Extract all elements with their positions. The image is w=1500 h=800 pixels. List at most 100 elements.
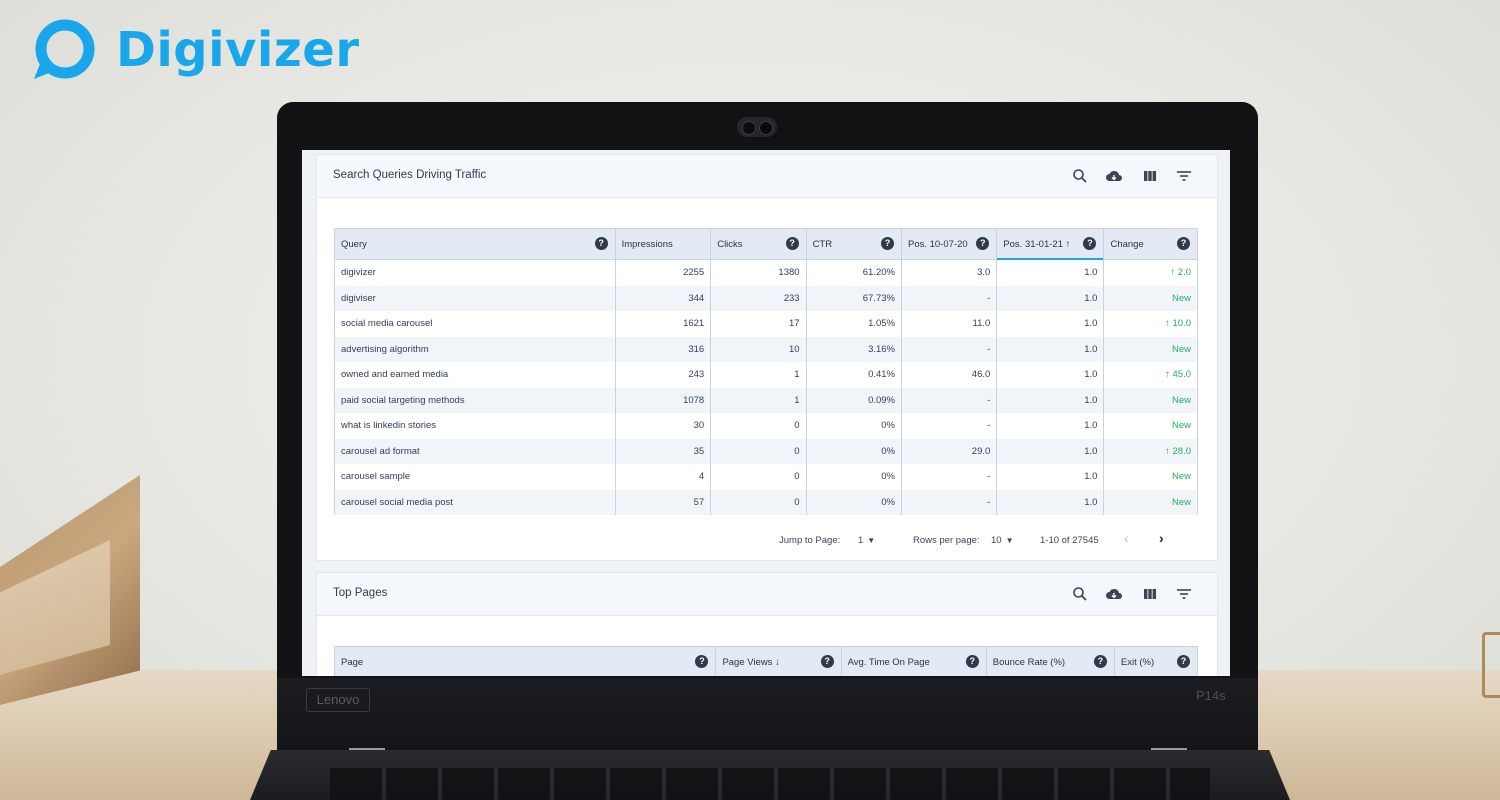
webcam-icon <box>737 117 777 137</box>
help-icon[interactable]: ? <box>1177 655 1190 668</box>
jump-page-select[interactable]: 1 ▼ <box>858 535 876 546</box>
laptop-screen: Search Queries Driving Traffic Query? Im… <box>302 150 1230 676</box>
cell-pos-current: 1.0 <box>996 438 1105 464</box>
help-icon[interactable]: ? <box>965 655 979 668</box>
cloud-download-icon[interactable] <box>1105 167 1123 185</box>
search-queries-card: Search Queries Driving Traffic Query? Im… <box>316 154 1218 561</box>
cell-pos-current: 1.0 <box>996 387 1105 413</box>
cell-change: New <box>1103 285 1198 311</box>
laptop-bottom-bezel <box>277 678 1258 750</box>
help-icon[interactable]: ? <box>1093 655 1107 668</box>
card-title: Search Queries Driving Traffic <box>333 169 487 181</box>
help-icon[interactable]: ? <box>1083 237 1097 250</box>
cell-pos-prev: 29.0 <box>900 438 998 464</box>
cell-impressions: 30 <box>614 413 712 439</box>
next-page-button[interactable]: › <box>1159 530 1164 546</box>
help-icon[interactable]: ? <box>695 655 709 668</box>
column-header-clicks[interactable]: Clicks? <box>710 228 807 260</box>
cell-pos-prev: - <box>900 464 998 490</box>
cell-ctr: 0% <box>805 464 903 490</box>
cell-ctr: 67.73% <box>805 285 903 311</box>
cell-pos-current: 1.0 <box>996 464 1105 490</box>
cell-ctr: 0.09% <box>805 387 903 413</box>
help-icon[interactable]: ? <box>1177 237 1190 250</box>
keyboard-keys <box>330 768 1210 800</box>
cell-clicks: 0 <box>710 413 807 439</box>
cell-ctr: 61.20% <box>805 259 903 286</box>
cell-clicks: 1380 <box>710 259 807 286</box>
cell-query: paid social targeting methods <box>334 387 616 413</box>
table-row: what is linkedin stories 30 0 0% -1.0 New <box>334 413 1198 439</box>
card-header: Top Pages <box>317 573 1217 616</box>
digivizer-logo: Digivizer <box>28 14 360 86</box>
table-row: carousel ad format 35 0 0% 29.0 1.0 ↑ 28.0 <box>334 438 1198 464</box>
cell-query: carousel social media post <box>334 489 616 515</box>
table-header-row: Page? Page Views ↓? Avg. Time On Page? B… <box>333 646 1199 676</box>
cell-impressions: 316 <box>614 336 712 362</box>
column-header-ctr[interactable]: CTR? <box>805 228 903 260</box>
photo-frame-edge <box>1482 632 1500 698</box>
cell-change: ↑ 28.0 <box>1103 438 1198 464</box>
cell-pos-current: 1.0 <box>996 413 1105 439</box>
column-header-page[interactable]: Page? <box>333 646 717 676</box>
column-header-pos-current[interactable]: Pos. 31-01-21 ↑? <box>996 228 1105 261</box>
cell-clicks: 0 <box>710 438 807 464</box>
caret-down-icon: ▼ <box>1005 536 1014 545</box>
filter-icon[interactable] <box>1175 585 1193 603</box>
help-icon[interactable]: ? <box>820 655 834 668</box>
cell-query: digiviser <box>334 285 616 311</box>
laptop-brand-label: Lenovo <box>306 688 370 712</box>
cell-pos-current: 1.0 <box>996 259 1105 286</box>
help-icon[interactable]: ? <box>881 237 894 250</box>
search-icon[interactable] <box>1071 167 1089 185</box>
table-row: owned and earned media 243 1 0.41% 46.0 1.0 ↑ … <box>334 362 1198 388</box>
top-pages-card: Top Pages Page? Page Views ↓? Avg. Time … <box>316 572 1218 676</box>
filter-icon[interactable] <box>1175 167 1193 185</box>
speech-bubble-icon <box>34 19 95 79</box>
column-header-change[interactable]: Change? <box>1103 228 1198 260</box>
cloud-download-icon[interactable] <box>1105 585 1123 603</box>
cell-pos-prev: - <box>900 387 998 413</box>
column-header-bounce-rate[interactable]: Bounce Rate (%)? <box>985 646 1115 676</box>
cell-impressions: 344 <box>614 285 712 311</box>
cell-pos-prev: - <box>900 336 998 362</box>
cell-pos-prev: - <box>900 489 998 515</box>
help-icon[interactable]: ? <box>594 237 608 250</box>
help-icon[interactable]: ? <box>785 237 799 250</box>
cell-impressions: 4 <box>614 464 712 490</box>
cell-pos-current: 1.0 <box>996 362 1105 388</box>
table-row: advertising algorithm 316 10 3.16% -1.0 New <box>334 336 1198 362</box>
prev-page-button[interactable]: ‹ <box>1124 530 1129 546</box>
cell-impressions: 243 <box>614 362 712 388</box>
logo-wordmark: Digivizer <box>116 22 360 78</box>
column-header-query[interactable]: Query? <box>334 228 616 260</box>
cell-query: carousel sample <box>334 464 616 490</box>
cell-ctr: 3.16% <box>805 336 903 362</box>
jump-label: Jump to Page: <box>779 535 841 546</box>
table-row: social media carousel 1621 17 1.05% 11.0 1.0 ↑… <box>334 311 1198 337</box>
cell-query: advertising algorithm <box>334 336 616 362</box>
column-header-avg-time[interactable]: Avg. Time On Page? <box>840 646 987 676</box>
column-header-impressions[interactable]: Impressions <box>614 228 712 260</box>
cell-change: New <box>1103 464 1198 490</box>
cell-pos-current: 1.0 <box>996 311 1105 337</box>
rows-per-page-select[interactable]: 10 ▼ <box>991 535 1014 546</box>
columns-icon[interactable] <box>1141 585 1159 603</box>
cell-change: New <box>1103 387 1198 413</box>
search-icon[interactable] <box>1071 585 1089 603</box>
table-row: carousel social media post 57 0 0% -1.0 New <box>334 489 1198 515</box>
column-header-exit[interactable]: Exit (%)? <box>1113 646 1199 676</box>
cell-impressions: 57 <box>614 489 712 515</box>
columns-icon[interactable] <box>1141 167 1159 185</box>
cell-pos-current: 1.0 <box>996 285 1105 311</box>
cell-query: owned and earned media <box>334 362 616 388</box>
cell-query: digivizer <box>334 259 616 286</box>
queries-table: Query? Impressions Clicks? CTR? Pos. 10-… <box>334 228 1198 515</box>
laptop-model-label: P14s <box>1196 688 1226 703</box>
rows-label: Rows per page: <box>913 535 980 546</box>
column-header-page-views[interactable]: Page Views ↓? <box>715 646 842 676</box>
cell-query: social media carousel <box>334 311 616 337</box>
column-header-pos-prev[interactable]: Pos. 10-07-20? <box>900 228 998 260</box>
help-icon[interactable]: ? <box>976 237 990 250</box>
cell-impressions: 1078 <box>614 387 712 413</box>
